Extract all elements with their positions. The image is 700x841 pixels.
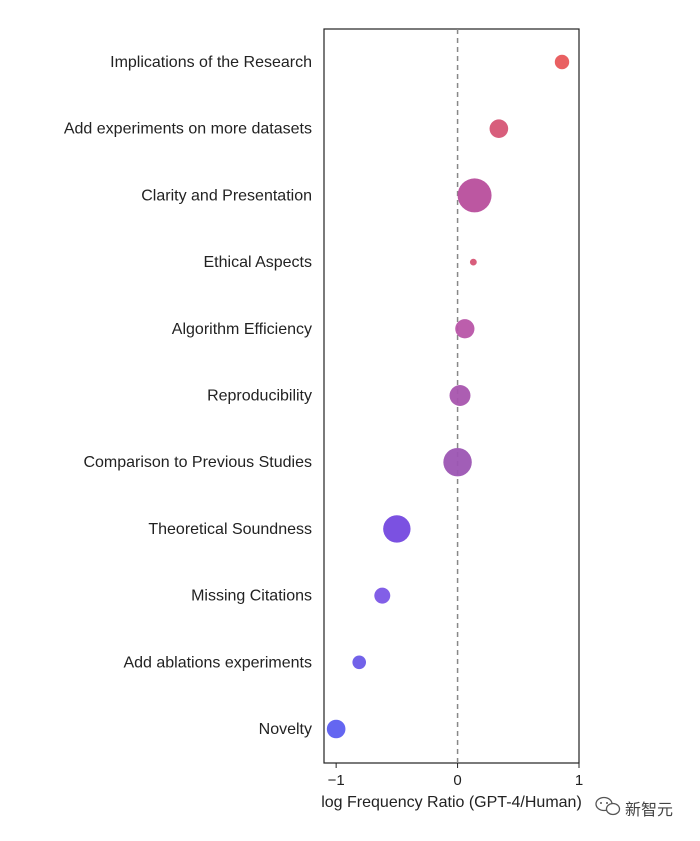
category-label: Algorithm Efficiency	[172, 321, 312, 338]
category-label: Comparison to Previous Studies	[83, 454, 312, 471]
data-point	[352, 655, 367, 670]
data-point	[455, 319, 475, 339]
watermark-text: 新智元	[625, 800, 673, 819]
category-label: Reproducibility	[207, 388, 312, 405]
x-axis-title: log Frequency Ratio (GPT-4/Human)	[321, 794, 582, 811]
data-point	[554, 54, 570, 70]
x-tick-label: 0	[453, 772, 461, 789]
category-labels: Implications of the Research Add experime…	[64, 54, 312, 738]
x-tick-label: 1	[575, 772, 583, 789]
data-point	[383, 515, 411, 543]
category-label: Missing Citations	[191, 588, 312, 605]
data-point	[374, 587, 391, 604]
category-label: Theoretical Soundness	[148, 521, 312, 538]
category-label: Add experiments on more datasets	[64, 121, 312, 138]
data-point	[326, 719, 346, 739]
x-tick-label: −1	[328, 772, 345, 789]
data-point	[449, 385, 471, 406]
data-point	[457, 178, 492, 213]
wechat-icon	[595, 796, 621, 816]
category-label: Add ablations experiments	[123, 654, 312, 671]
data-point	[469, 258, 477, 266]
data-points	[326, 54, 570, 739]
x-axis-ticks: −1 0 1	[328, 763, 583, 789]
data-point	[489, 119, 509, 139]
category-label: Ethical Aspects	[204, 254, 313, 271]
category-label: Implications of the Research	[110, 54, 312, 71]
category-label: Novelty	[259, 721, 312, 738]
category-label: Clarity and Presentation	[141, 187, 312, 204]
data-point	[443, 447, 472, 477]
watermark: 新智元	[595, 796, 673, 819]
